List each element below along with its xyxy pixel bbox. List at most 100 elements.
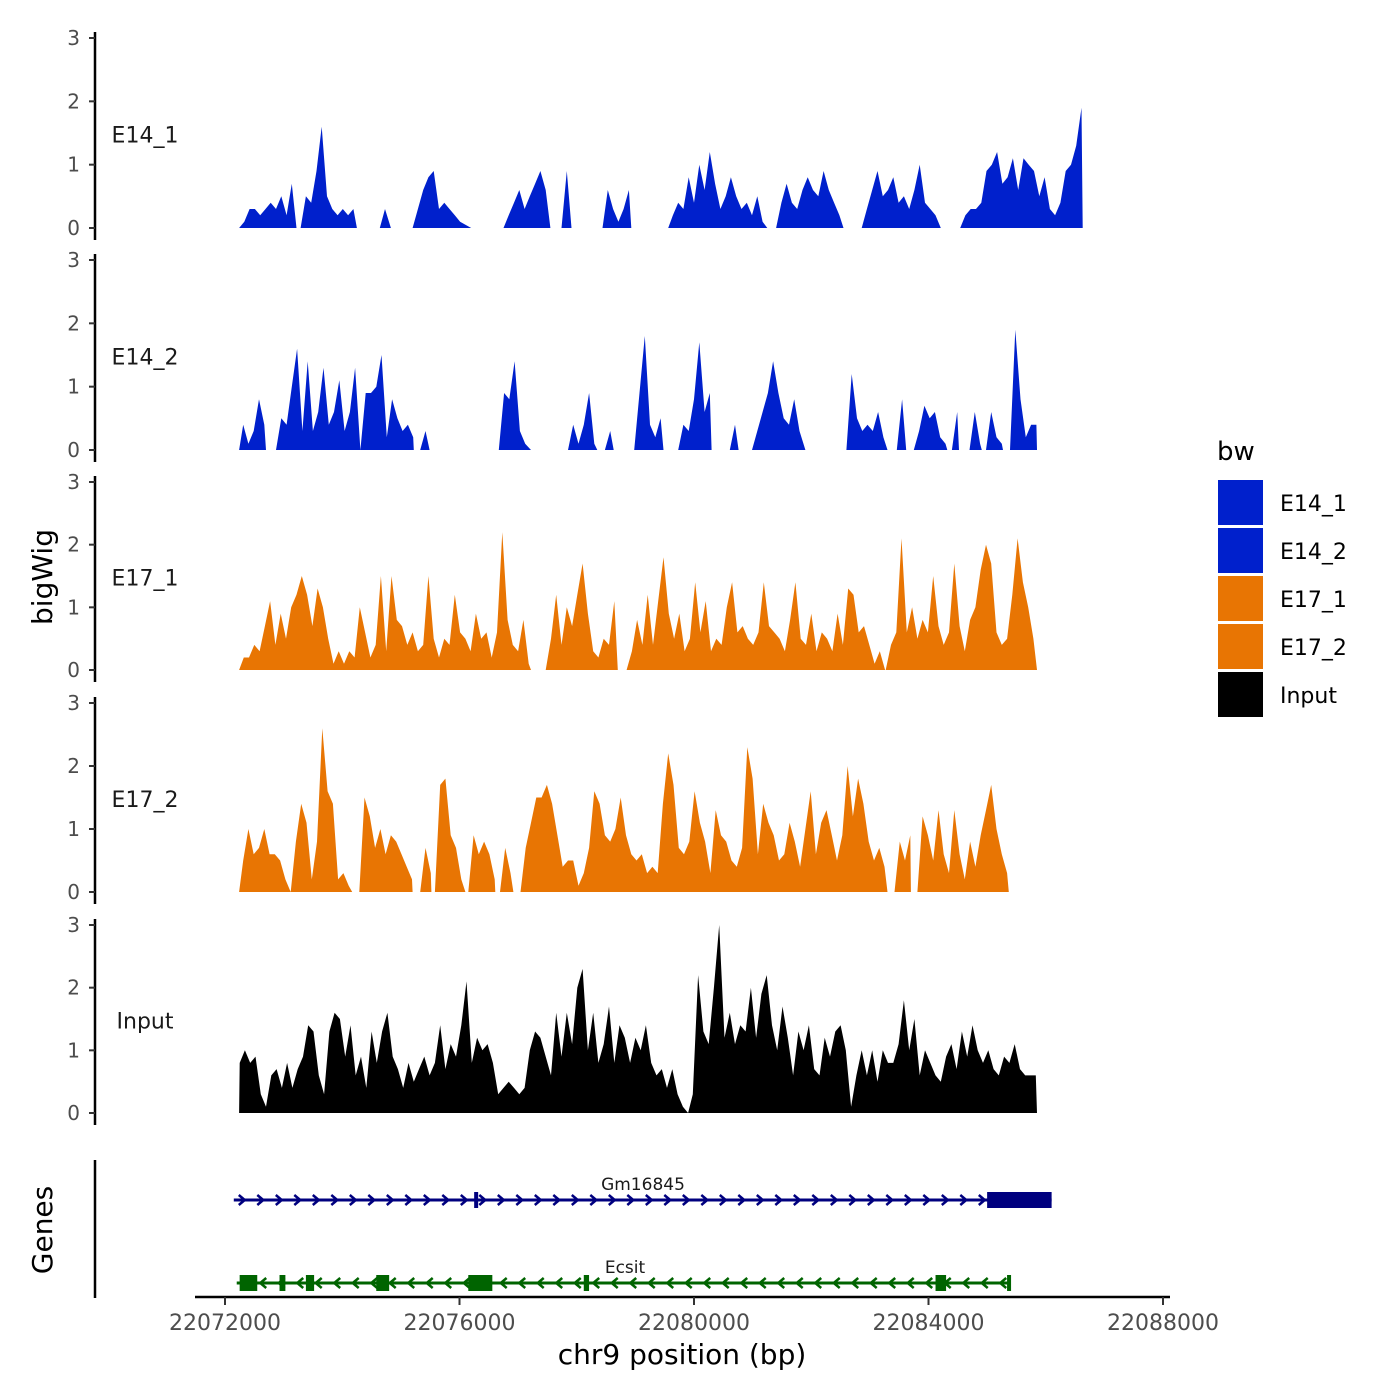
strand-arrow: [813, 1277, 823, 1289]
strand-arrow: [794, 1277, 804, 1289]
strand-arrow: [478, 1194, 488, 1206]
strand-arrow: [570, 1194, 580, 1206]
y-tick-label: 1: [67, 817, 80, 841]
strand-arrow: [850, 1277, 860, 1289]
signal-area-Input: [239, 925, 1038, 1113]
strand-arrow: [274, 1194, 284, 1206]
signal-tracks: 0 1 2 3 E14_1 0 1 2 3 E14_2 0 1 2 3 E17_1 0 1 2 3 E17_2 0 1 2 3…: [67, 26, 1083, 1125]
strand-arrow: [683, 1277, 693, 1289]
y-tick-label: 0: [67, 1101, 80, 1125]
track-label: E14_2: [112, 346, 179, 371]
legend-title: bw: [1217, 437, 1255, 467]
y-tick-label: 3: [67, 470, 80, 494]
x-tick-label: 22080000: [638, 1311, 750, 1336]
gene-exon: [474, 1192, 479, 1208]
y-tick-label: 2: [67, 533, 80, 557]
strand-arrow: [517, 1277, 527, 1289]
strand-arrow: [922, 1194, 932, 1206]
strand-arrow: [459, 1194, 469, 1206]
x-axis-title: chr9 position (bp): [558, 1338, 807, 1371]
strand-arrow: [311, 1194, 321, 1206]
legend-label: E14_1: [1280, 492, 1347, 517]
strand-arrow: [387, 1277, 397, 1289]
strand-arrow: [350, 1277, 360, 1289]
strand-arrow: [628, 1277, 638, 1289]
strand-arrow: [774, 1194, 784, 1206]
strand-arrow: [681, 1194, 691, 1206]
strand-arrow: [237, 1194, 247, 1206]
y-tick-label: 3: [67, 913, 80, 937]
track-E14_1: 0 1 2 3 E14_1: [67, 26, 1083, 240]
strand-arrow: [848, 1194, 858, 1206]
legend-label: E14_2: [1280, 540, 1347, 565]
track-E17_2: 0 1 2 3 E17_2: [67, 691, 1009, 904]
gene-exon: [987, 1192, 1052, 1208]
strand-arrow: [367, 1194, 377, 1206]
strand-arrow: [406, 1277, 416, 1289]
strand-arrow: [831, 1277, 841, 1289]
strand-arrow: [515, 1194, 525, 1206]
legend-swatch-E14_2: [1218, 528, 1263, 573]
strand-arrow: [755, 1194, 765, 1206]
track-label: E17_1: [112, 566, 179, 591]
genes-track: Gm16845 Ecsit: [93, 1160, 1052, 1298]
x-axis: 22072000 22076000 22080000 22084000 22088000: [169, 1295, 1219, 1336]
strand-arrow: [905, 1277, 915, 1289]
y-tick-label: 0: [67, 880, 80, 904]
track-Input: 0 1 2 3 Input: [67, 913, 1038, 1125]
y-tick-label: 1: [67, 595, 80, 619]
y-tick-label: 1: [67, 375, 80, 399]
strand-arrow: [609, 1277, 619, 1289]
gene-exon: [376, 1275, 390, 1291]
signal-area-E17_1: [239, 532, 1038, 670]
strand-arrow: [885, 1194, 895, 1206]
legend-label: Input: [1280, 684, 1337, 709]
strand-arrow: [385, 1194, 395, 1206]
genes-axis-title: Genes: [26, 1186, 59, 1274]
strand-arrow: [737, 1194, 747, 1206]
strand-arrow: [498, 1277, 508, 1289]
strand-arrow: [702, 1277, 712, 1289]
strand-arrow: [295, 1277, 305, 1289]
track-E17_1: 0 1 2 3 E17_1: [67, 470, 1038, 682]
gene-label: Gm16845: [601, 1175, 685, 1195]
strand-arrow: [959, 1194, 969, 1206]
signal-area-E14_1: [239, 107, 1083, 228]
gene-exon: [1007, 1275, 1012, 1291]
y-tick-label: 3: [67, 691, 80, 715]
strand-arrow: [369, 1277, 379, 1289]
strand-arrow: [589, 1194, 599, 1206]
legend-label: E17_2: [1280, 636, 1347, 661]
strand-arrow: [441, 1194, 451, 1206]
x-tick-label: 22084000: [873, 1311, 985, 1336]
strand-arrow: [998, 1277, 1008, 1289]
strand-arrow: [961, 1277, 971, 1289]
strand-arrow: [757, 1277, 767, 1289]
strand-arrow: [424, 1277, 434, 1289]
strand-arrow: [811, 1194, 821, 1206]
strand-arrow: [256, 1194, 266, 1206]
strand-arrow: [330, 1194, 340, 1206]
strand-arrow: [887, 1277, 897, 1289]
track-label: E17_2: [112, 788, 179, 813]
gene-label: Ecsit: [605, 1258, 646, 1278]
signal-area-E14_2: [239, 329, 1038, 450]
strand-arrow: [940, 1194, 950, 1206]
gene-Ecsit: Ecsit: [236, 1258, 1012, 1291]
y-tick-label: 2: [67, 976, 80, 1000]
strand-arrow: [572, 1277, 582, 1289]
strand-arrow: [868, 1277, 878, 1289]
track-label: E14_1: [112, 124, 179, 149]
strand-arrow: [792, 1194, 802, 1206]
strand-arrow: [979, 1277, 989, 1289]
track-label: Input: [117, 1009, 174, 1034]
strand-arrow: [258, 1277, 268, 1289]
y-tick-label: 2: [67, 311, 80, 335]
legend: bw E14_1 E14_2 E17_1 E17_2 Input: [1217, 437, 1347, 717]
strand-arrow: [924, 1277, 934, 1289]
legend-swatch-E17_1: [1218, 576, 1263, 621]
strand-arrow: [626, 1194, 636, 1206]
strand-arrow: [313, 1277, 323, 1289]
strand-arrow: [443, 1277, 453, 1289]
